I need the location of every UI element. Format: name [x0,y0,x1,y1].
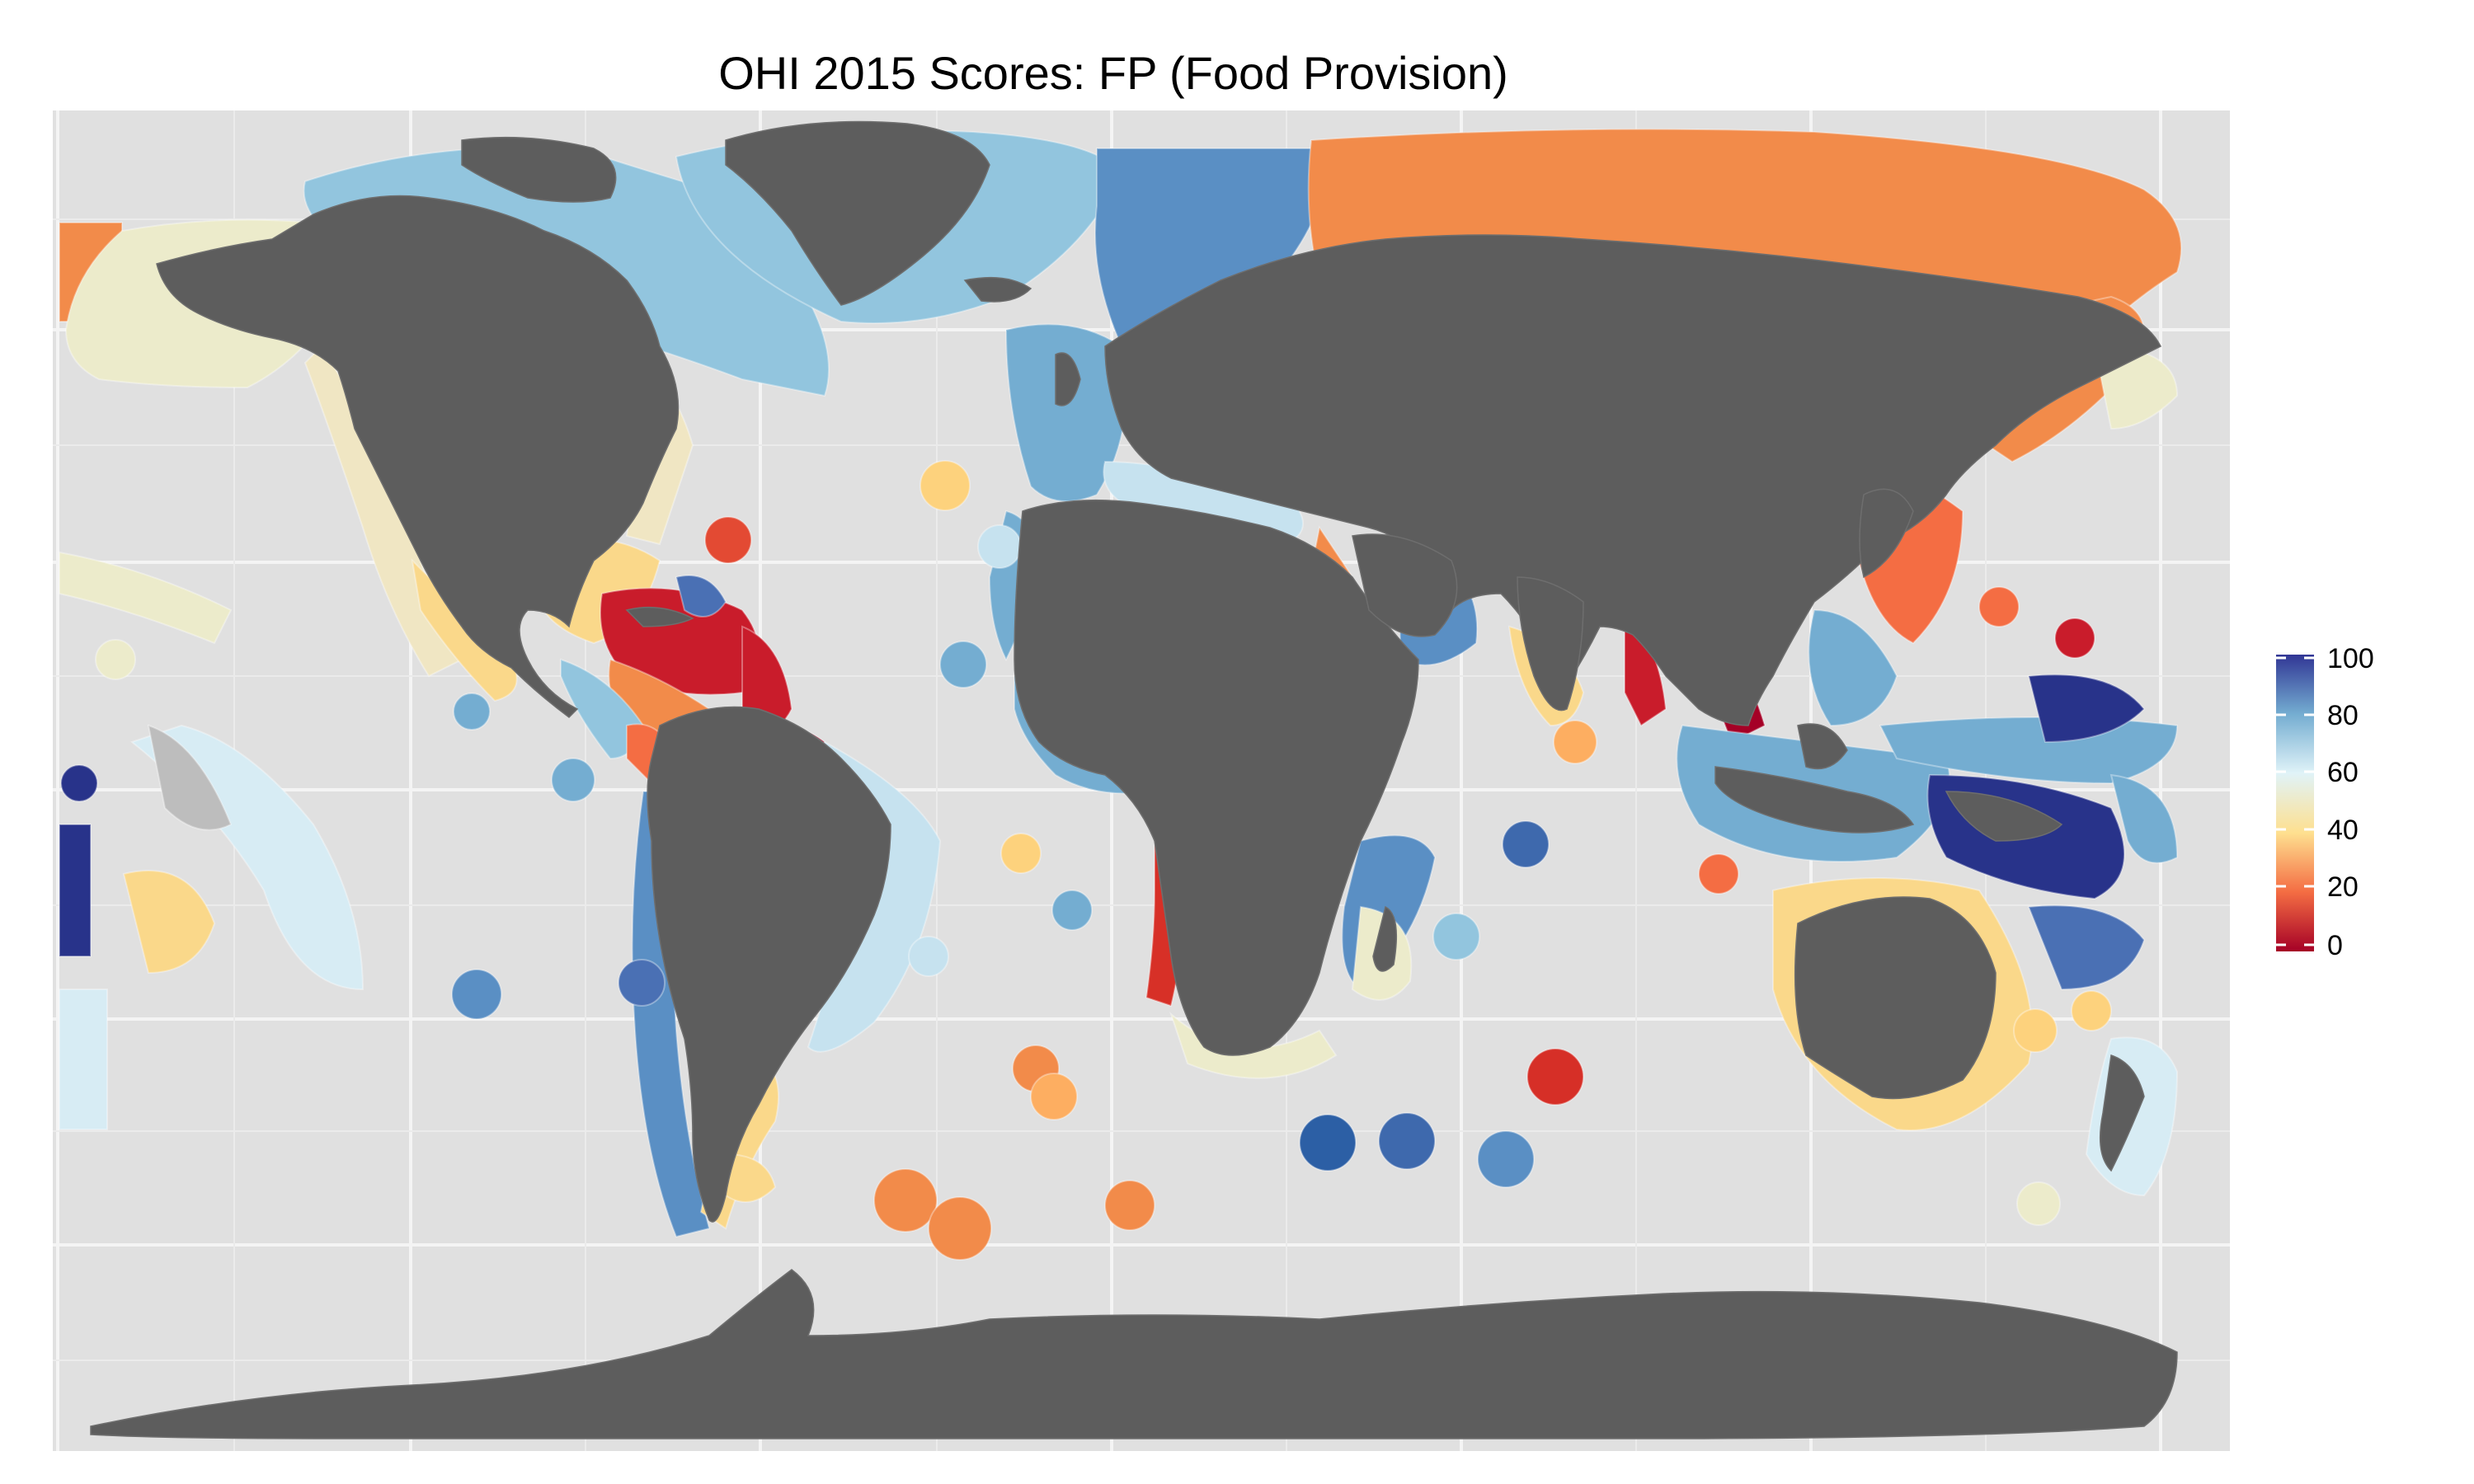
land-greenland [725,120,990,306]
land-arabia [1352,533,1458,637]
eez-galapagos [551,758,595,802]
land-australia [1794,896,1997,1100]
eez-reunion [1432,913,1480,960]
map-title: OHI 2015 Scores: FP (Food Provision) [718,47,1508,99]
land-eurasia [1104,234,2162,726]
eez-cocos [1698,853,1739,895]
eez-marshall-is [2109,773,2179,864]
eez-cook-samoa [122,870,216,974]
land-madagascar [1372,905,1398,972]
land-uk [1055,352,1081,406]
legend-tick-0: 0 [2327,930,2343,961]
eez-falklands [725,1153,777,1203]
legend-tick-80: 80 [2327,700,2359,731]
legend-tick-20: 20 [2327,871,2359,903]
land-iceland [963,276,1032,303]
eez-norfolk [2013,1008,2058,1053]
land-new-guinea [1945,791,2063,842]
eez-sandwich [1104,1180,1155,1231]
eez-crozet [1378,1112,1436,1170]
eez-bermuda [704,516,752,564]
legend: 100 80 60 40 20 0 [2276,643,2374,961]
land-japan [1859,488,1914,579]
eez-st-helena [1000,833,1042,874]
eez-hawaii-east [453,693,491,730]
land-borneo [1797,723,1848,770]
legend-tick-60: 60 [2327,757,2359,788]
legend-colorbar [2276,655,2314,951]
legend-tick-100: 100 [2327,643,2374,674]
land-antarctica [90,1269,2178,1439]
eez-chatham [2016,1181,2061,1226]
land-south-america [647,706,891,1223]
eez-trindade [908,936,949,977]
legend-ticks [2276,656,2314,946]
land-indonesia [1714,766,1915,834]
eez-pacific-west-light [59,989,108,1130]
eez-azores [920,460,971,511]
eez-hawaii-nw [95,639,136,680]
legend-tick-40: 40 [2327,815,2359,846]
eez-kerguelen [1477,1130,1535,1188]
eez-canaries [977,524,1022,569]
eez-ascension [1051,890,1093,931]
eez-new-caledonia [2027,904,2146,991]
eez-bouvet [928,1196,992,1261]
eez-hawaii-chain [59,551,233,645]
land-north-america [156,195,680,718]
land-cuba [625,606,694,627]
eez-pacific-west-blue [59,824,92,957]
land-canada-islands [461,136,617,203]
eez-micronesia [2027,674,2146,744]
eez-sri-lanka [1553,720,1597,764]
eez-marion [1299,1114,1357,1172]
land-india [1517,576,1584,711]
eez-south-georgia [873,1168,938,1233]
eez-philippines [1808,608,1898,727]
eez-juan-fernandez [618,959,666,1007]
eez-cape-verde [939,641,987,688]
land-masses [90,120,2178,1439]
eez-guam [1978,586,2020,627]
land-new-zealand [2099,1054,2145,1172]
eez-gough [1030,1073,1078,1120]
eez-caribbean-blue [675,575,727,618]
eez-amsterdam [1526,1048,1584,1106]
eez-uk-europe [1004,323,1127,502]
eez-maldives [1502,820,1550,868]
eez-pacific-blue-dot [60,764,98,802]
land-africa [1014,499,1419,1056]
eez-lord-howe [2071,990,2112,1031]
eez-wake [2054,618,2095,659]
eez-polynesia-gray [147,724,233,831]
eez-easter-island [451,969,502,1020]
